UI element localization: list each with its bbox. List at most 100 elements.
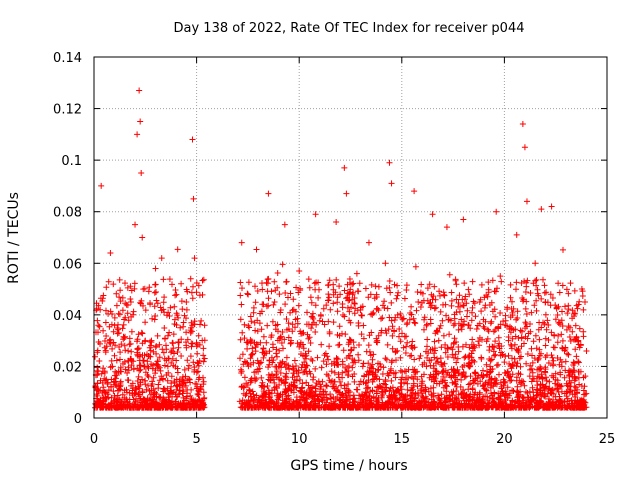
data-point — [103, 376, 110, 383]
data-point — [359, 363, 366, 370]
data-point — [493, 208, 500, 215]
data-point — [109, 363, 116, 370]
data-point — [521, 144, 528, 151]
data-point — [164, 363, 171, 370]
x-tick-label: 25 — [599, 432, 616, 447]
data-point — [261, 384, 268, 391]
data-point — [365, 239, 372, 246]
data-point — [183, 298, 190, 305]
y-tick-label: 0 — [74, 412, 82, 427]
data-point — [532, 260, 539, 267]
y-tick-label: 0.14 — [53, 51, 82, 66]
data-point — [497, 273, 504, 280]
axis-ticks: 0 5 10 15 20 25 0 0.02 0.04 0.06 0.08 0.1 0.12 0.14 — [53, 51, 615, 447]
data-point — [341, 164, 348, 171]
data-point — [265, 190, 272, 197]
data-point — [115, 368, 122, 375]
data-point — [127, 298, 134, 305]
data-point — [190, 195, 197, 202]
y-tick-label: 0.04 — [53, 309, 82, 324]
data-point — [423, 363, 430, 370]
y-tick-label: 0.1 — [61, 154, 82, 169]
x-axis-label: GPS time / hours — [290, 458, 407, 474]
y-tick-label: 0.08 — [53, 206, 82, 221]
y-tick-label: 0.06 — [53, 257, 82, 272]
data-point — [333, 219, 340, 226]
data-point — [121, 342, 128, 349]
data-point — [386, 159, 393, 166]
y-tick-label: 0.12 — [53, 103, 82, 118]
data-point — [144, 358, 151, 365]
data-point — [575, 337, 582, 344]
data-point — [349, 291, 356, 298]
data-points — [93, 87, 590, 391]
data-point — [132, 221, 139, 228]
data-point — [287, 337, 294, 344]
data-point — [460, 216, 467, 223]
data-point — [139, 234, 146, 241]
data-point — [322, 350, 329, 357]
data-point — [583, 347, 590, 354]
data-point — [382, 260, 389, 267]
data-point — [171, 350, 178, 357]
x-tick-label: 10 — [291, 432, 308, 447]
data-point — [281, 221, 288, 228]
data-point — [148, 337, 155, 344]
data-point — [394, 311, 401, 318]
scatter-cloud — [92, 246, 590, 411]
data-point — [134, 131, 141, 138]
data-point — [138, 170, 145, 177]
data-point — [476, 298, 483, 305]
data-point — [558, 363, 565, 370]
data-point — [137, 118, 144, 125]
data-point — [343, 190, 350, 197]
data-point — [98, 182, 105, 189]
data-point — [306, 368, 313, 375]
data-point — [142, 337, 149, 344]
y-axis-label: ROTI / TECUs — [6, 192, 22, 284]
data-point — [158, 255, 165, 262]
data-point — [312, 211, 319, 218]
data-point — [402, 376, 409, 383]
data-point — [191, 255, 198, 262]
data-point — [296, 268, 303, 275]
chart-title: Day 138 of 2022, Rate Of TEC Index for r… — [174, 21, 525, 36]
data-point — [542, 298, 549, 305]
data-point — [429, 211, 436, 218]
data-point — [97, 306, 104, 313]
data-point — [275, 363, 282, 370]
x-tick-label: 5 — [192, 432, 200, 447]
y-tick-label: 0.02 — [53, 360, 82, 375]
data-point — [487, 363, 494, 370]
data-point — [271, 298, 278, 305]
data-point — [468, 350, 475, 357]
x-tick-label: 15 — [394, 432, 411, 447]
x-tick-label: 20 — [496, 432, 513, 447]
data-point — [435, 337, 442, 344]
data-point — [523, 198, 530, 205]
data-point — [195, 376, 202, 383]
plot-frame — [93, 56, 608, 419]
data-point — [443, 224, 450, 231]
data-point — [140, 286, 147, 293]
data-point — [374, 337, 381, 344]
data-point — [567, 324, 574, 331]
data-point — [107, 249, 114, 256]
data-point — [513, 231, 520, 238]
data-point — [452, 368, 459, 375]
data-point — [136, 87, 143, 94]
data-point — [415, 298, 422, 305]
data-point — [388, 180, 395, 187]
data-point — [152, 265, 159, 272]
x-tick-label: 0 — [90, 432, 98, 447]
data-point — [411, 188, 418, 195]
data-point — [548, 203, 555, 210]
data-point — [505, 337, 512, 344]
dense-measurement-cloud — [92, 246, 590, 411]
data-point — [519, 121, 526, 128]
data-point — [538, 206, 545, 213]
data-point — [238, 239, 245, 246]
data-point — [189, 136, 196, 143]
